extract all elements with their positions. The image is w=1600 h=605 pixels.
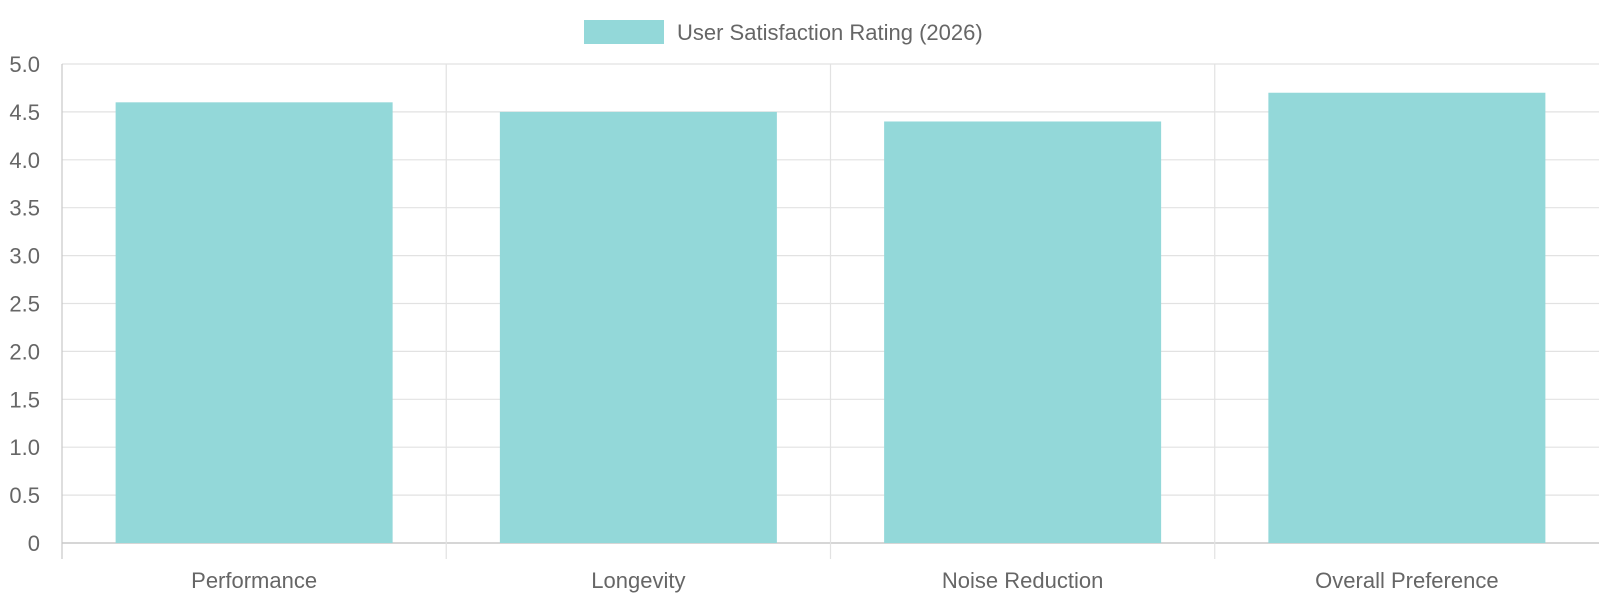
- bar-layer: [115, 92, 1546, 544]
- y-tick-label: 2.0: [9, 339, 40, 364]
- y-tick-label: 5.0: [9, 52, 40, 77]
- y-tick-label: 1.5: [9, 387, 40, 412]
- x-tick-label: Noise Reduction: [942, 568, 1103, 593]
- legend-label: User Satisfaction Rating (2026): [677, 20, 983, 45]
- y-tick-label: 2.5: [9, 292, 40, 317]
- x-tick-label: Longevity: [591, 568, 685, 593]
- y-tick-label: 0: [28, 531, 40, 556]
- axis-layer: 0 0.5 1.0 1.5 2.0 2.5 3.0 3.5 4.0 4.5 5.0 Performan…: [9, 52, 1498, 593]
- y-tick-label: 4.5: [9, 100, 40, 125]
- y-tick-label: 0.5: [9, 483, 40, 508]
- legend-swatch: [584, 20, 664, 44]
- legend[interactable]: User Satisfaction Rating (2026): [584, 20, 983, 45]
- y-tick-label: 3.5: [9, 196, 40, 221]
- bar[interactable]: [499, 111, 777, 544]
- y-tick-label: 3.0: [9, 244, 40, 269]
- y-tick-label: 1.0: [9, 435, 40, 460]
- x-tick-label: Performance: [191, 568, 317, 593]
- y-tick-label: 4.0: [9, 148, 40, 173]
- bar[interactable]: [115, 102, 393, 543]
- bar[interactable]: [1268, 92, 1546, 544]
- bar[interactable]: [884, 121, 1162, 543]
- x-tick-label: Overall Preference: [1315, 568, 1498, 593]
